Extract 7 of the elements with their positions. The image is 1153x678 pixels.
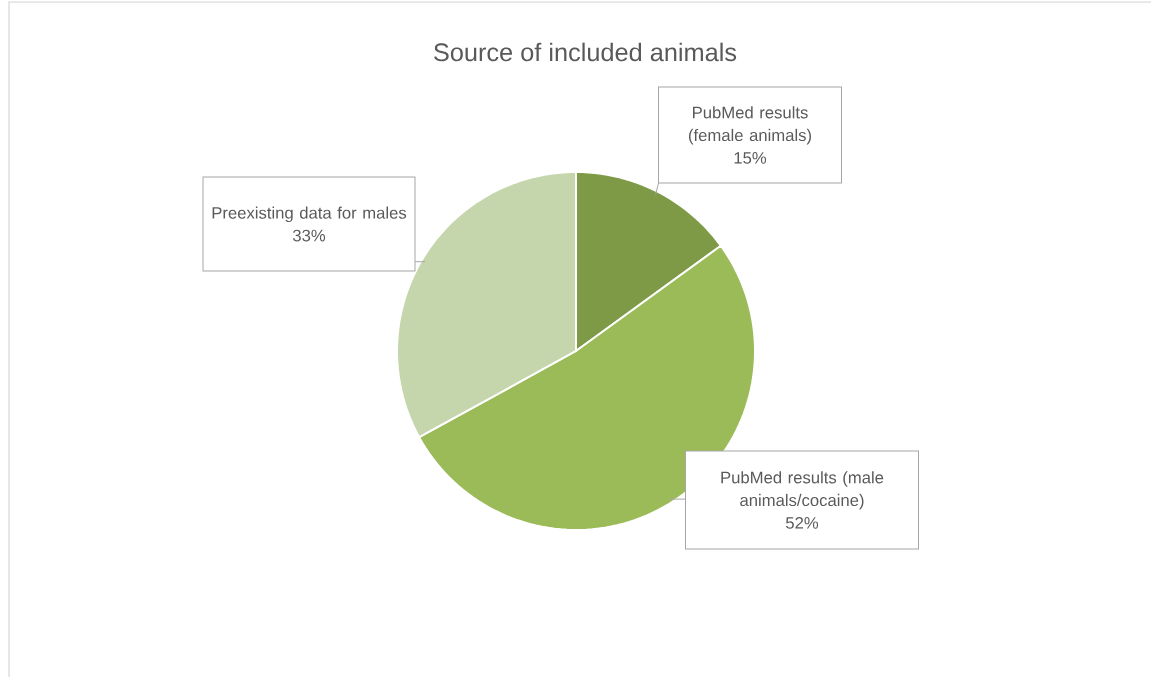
chart-title: Source of included animals: [434, 42, 737, 62]
data-label: 33%: [292, 229, 326, 242]
slice-label: Preexisting data for males: [212, 206, 407, 223]
slice-label: PubMed results (male animals/cocaine): [721, 471, 884, 510]
data-label: 15%: [734, 152, 767, 165]
data-label: 52%: [786, 517, 819, 530]
slice-label: PubMed results (female animals): [688, 106, 811, 145]
